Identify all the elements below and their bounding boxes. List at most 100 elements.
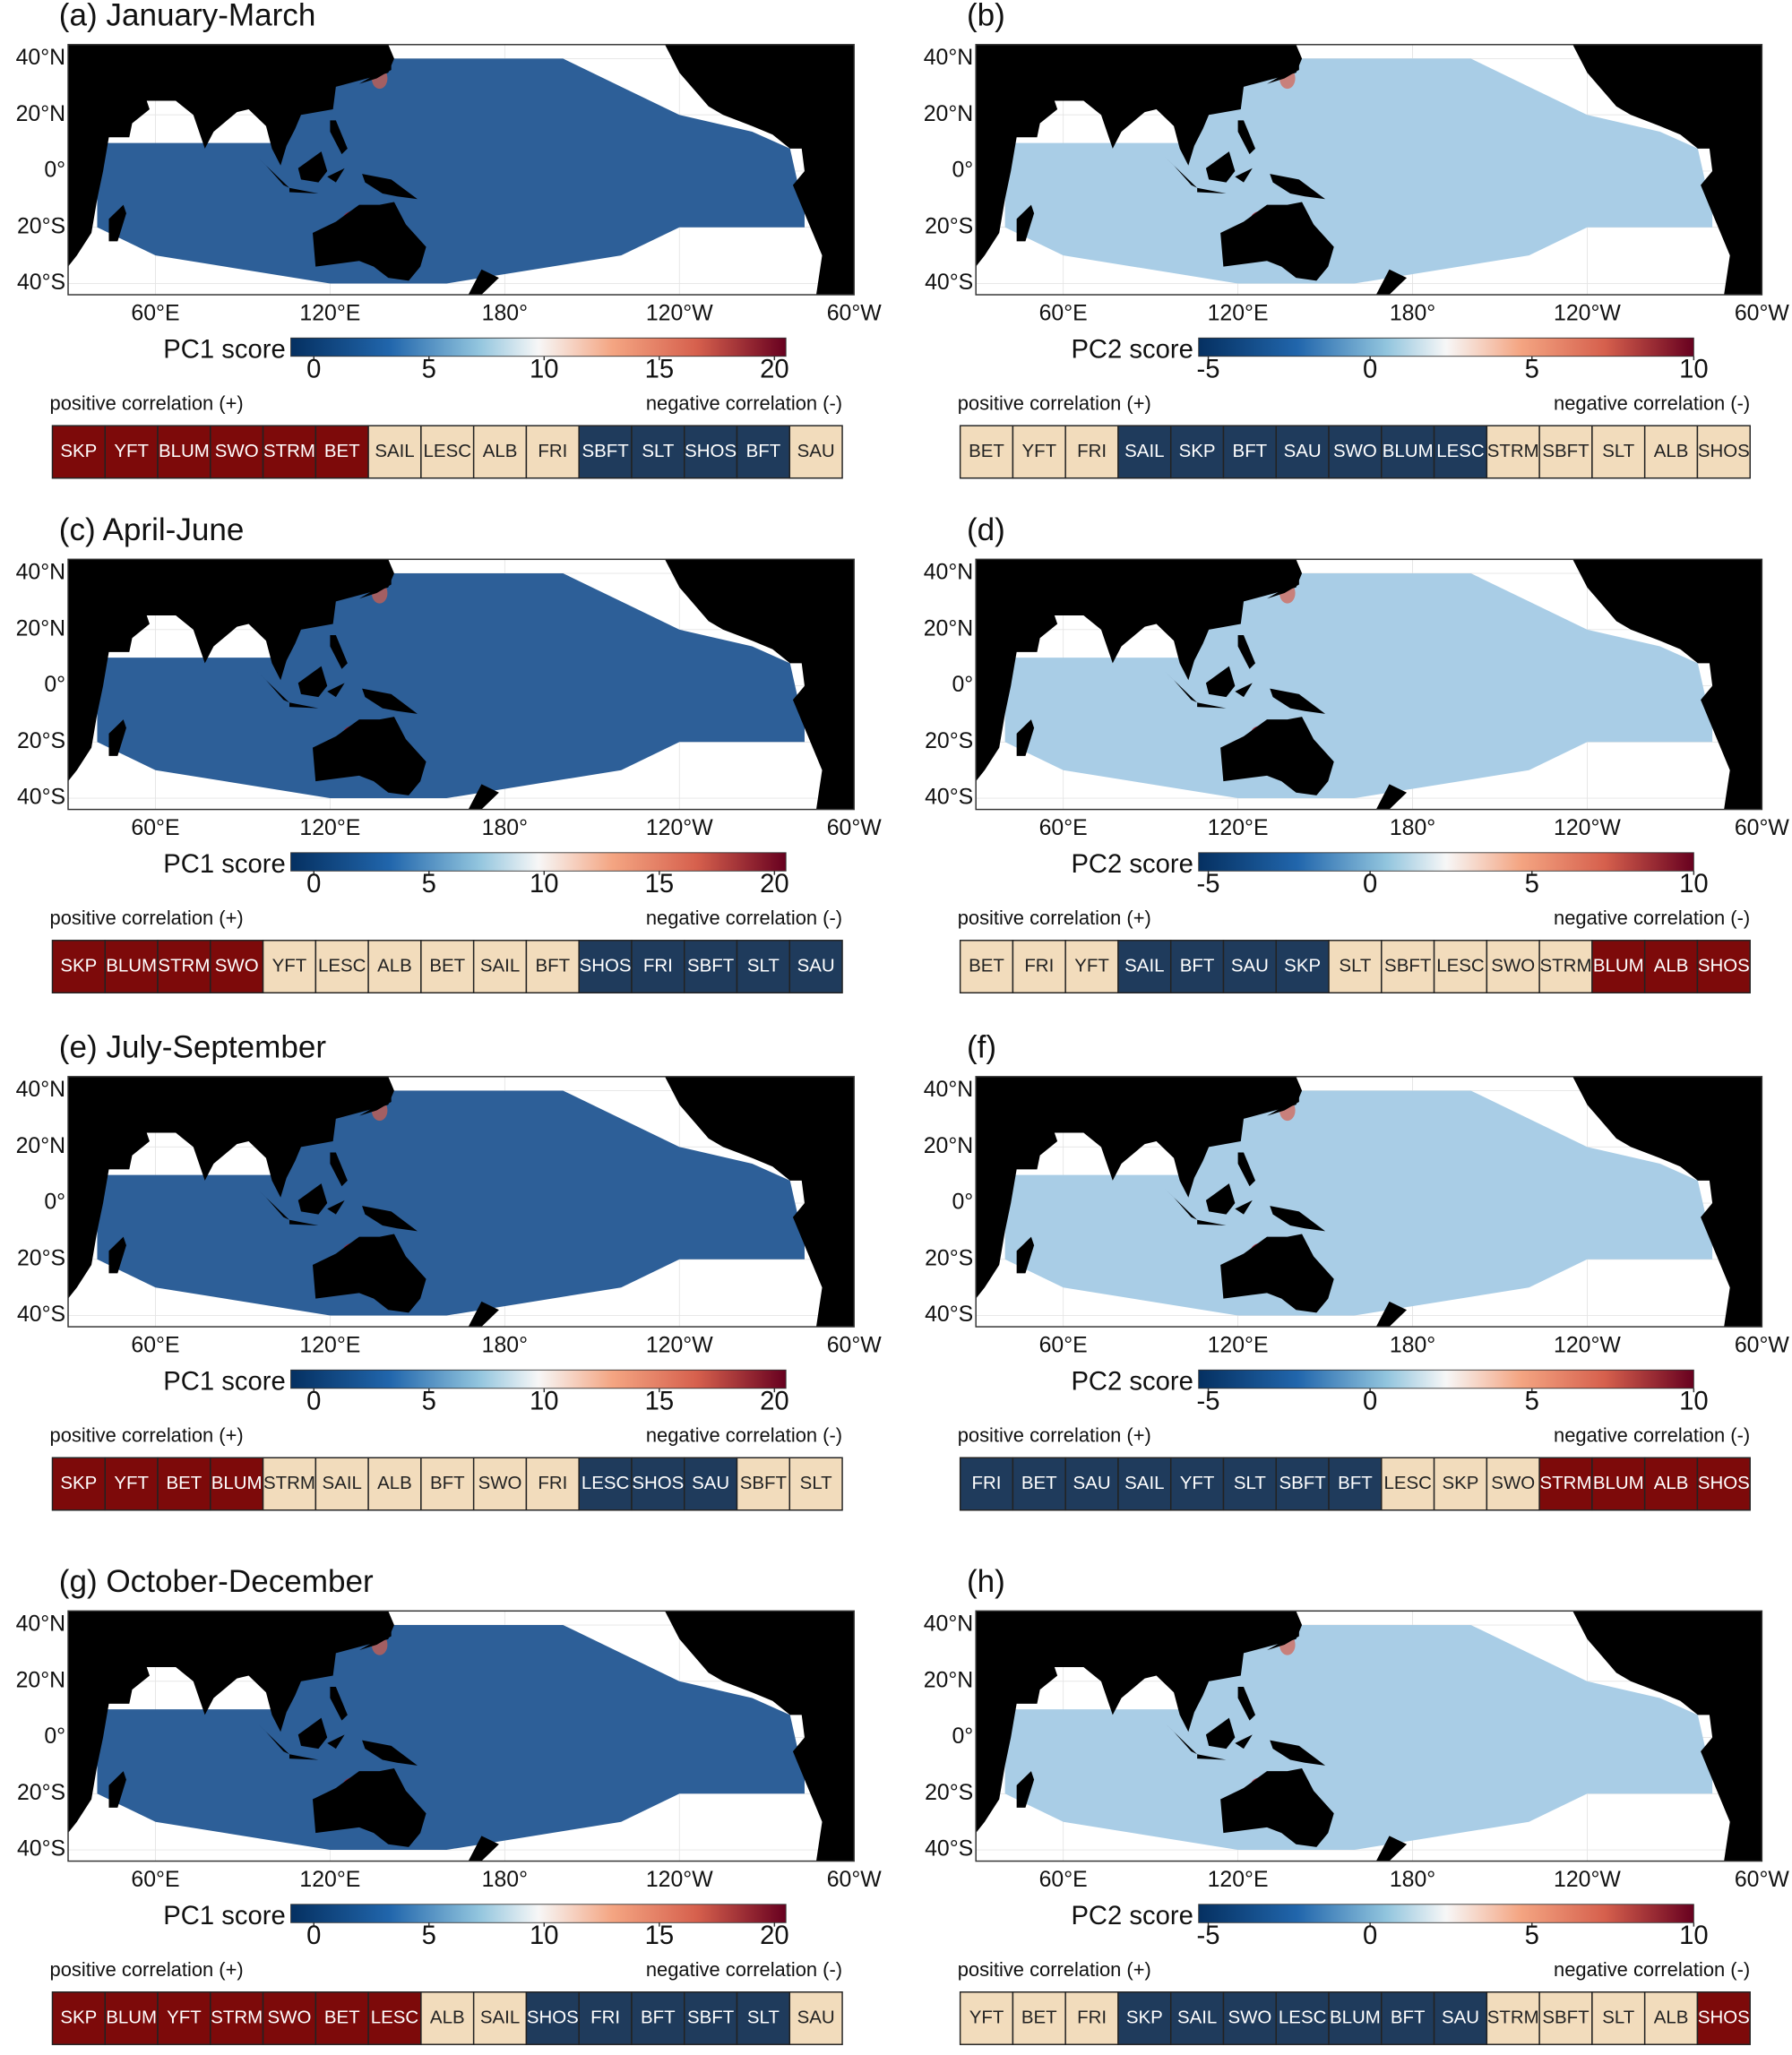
panel: (c) April-June 40°N 20°N 0° 20°S 40°S 60°E 120°… xyxy=(16,512,882,993)
species-label: SLT xyxy=(1602,441,1634,461)
species-label: BLUM xyxy=(1330,2007,1381,2027)
colorbar-tick-label: 0 xyxy=(1363,1388,1377,1416)
species-label: YFT xyxy=(1021,441,1056,461)
species-box xyxy=(736,940,791,993)
colorbar-tick-label: 10 xyxy=(530,1922,559,1950)
land xyxy=(289,1219,319,1226)
map-frame xyxy=(67,1610,855,1862)
lat-tick-label: 20°N xyxy=(16,1134,66,1158)
land xyxy=(1205,151,1236,183)
land xyxy=(330,120,348,155)
species-label: SAU xyxy=(797,441,835,461)
land xyxy=(976,1076,1303,1299)
species-label: STRM xyxy=(1487,441,1539,461)
lon-tick-label: 60°E xyxy=(1039,816,1088,840)
score-field xyxy=(1004,1090,1713,1316)
map-frame xyxy=(975,1076,1763,1328)
species-box xyxy=(1117,1457,1172,1511)
land xyxy=(1016,1771,1035,1808)
species-box xyxy=(262,425,317,479)
species-label: FRI xyxy=(1077,441,1107,461)
species-label: BFT xyxy=(1391,2007,1426,2027)
panel-title: (b) xyxy=(967,0,1005,32)
species-label: SKP xyxy=(60,441,97,461)
negative-correlation-label: negative correlation (-) xyxy=(1554,392,1750,415)
species-label: BFT xyxy=(1233,441,1268,461)
species-label: LESC xyxy=(1383,1473,1431,1493)
species-box xyxy=(472,425,528,479)
species-label: YFT xyxy=(114,1473,149,1493)
species-label: SAU xyxy=(797,2007,835,2027)
lat-tick-label: 20°N xyxy=(16,616,66,641)
map-frame xyxy=(975,44,1763,296)
species-box xyxy=(314,425,369,479)
species-box xyxy=(51,1457,106,1511)
colorbar-tick-label: 0 xyxy=(306,870,321,899)
species-label: SKP xyxy=(60,2007,97,2027)
species-label: LESC xyxy=(318,955,366,976)
land xyxy=(312,202,426,281)
negative-correlation-label: negative correlation (-) xyxy=(646,1958,842,1981)
species-box xyxy=(525,1457,580,1511)
species-box xyxy=(1538,940,1593,993)
land xyxy=(1235,1199,1253,1215)
colorbar-tick-label: 0 xyxy=(306,1922,321,1950)
lat-tick-label: 0° xyxy=(952,1724,973,1749)
species-box xyxy=(367,1457,422,1511)
species-box xyxy=(1169,1991,1225,2045)
map xyxy=(976,1076,1762,1328)
species-box xyxy=(1591,1457,1646,1511)
species-label: ALB xyxy=(1654,955,1689,976)
land xyxy=(108,1771,126,1808)
colorbar-label: PC2 score xyxy=(1071,1368,1193,1397)
colorbar-tick-label: 10 xyxy=(530,356,559,384)
land xyxy=(358,1621,392,1651)
species-label: BLUM xyxy=(159,441,210,461)
panel-title: (a) January-March xyxy=(59,0,316,32)
colorbar-label: PC1 score xyxy=(163,1902,285,1930)
species-box xyxy=(157,1457,211,1511)
species-label: SKP xyxy=(60,1473,97,1493)
species-label: BET xyxy=(167,1473,202,1493)
land xyxy=(358,56,392,84)
species-box xyxy=(959,1991,1014,2045)
land xyxy=(665,1076,855,1328)
species-box xyxy=(1696,1991,1751,2045)
land xyxy=(976,44,1303,267)
species-box xyxy=(51,1991,106,2045)
species-box xyxy=(1012,1991,1066,2045)
species-label: SBFT xyxy=(687,955,735,976)
species-box xyxy=(788,1457,843,1511)
colorbar-tick-label: 5 xyxy=(1525,356,1539,384)
lon-tick-label: 60°W xyxy=(827,1334,883,1358)
lon-tick-label: 60°E xyxy=(131,1334,179,1358)
map xyxy=(68,559,855,810)
map xyxy=(976,1611,1762,1862)
species-box xyxy=(631,425,685,479)
land xyxy=(976,1611,1303,1834)
species-box xyxy=(104,940,159,993)
colorbar xyxy=(290,852,787,872)
species-label: SWO xyxy=(215,441,259,461)
land xyxy=(1235,683,1253,698)
colorbar-tick-label: 0 xyxy=(306,356,321,384)
colorbar-tick-label: 15 xyxy=(645,356,675,384)
colorbar-tick-label: 10 xyxy=(1679,870,1709,899)
land xyxy=(108,719,126,756)
species-label: FRI xyxy=(590,2007,620,2027)
lat-tick-label: 20°S xyxy=(925,1246,973,1270)
species-box xyxy=(736,1457,791,1511)
negative-correlation-label: negative correlation (-) xyxy=(1554,1424,1750,1447)
species-box xyxy=(314,1457,369,1511)
species-box xyxy=(788,940,843,993)
colorbar xyxy=(290,1369,787,1389)
species-label: SLT xyxy=(1339,955,1371,976)
species-box xyxy=(420,425,475,479)
species-box xyxy=(472,940,528,993)
species-box xyxy=(1538,425,1593,479)
species-label: SBFT xyxy=(740,1473,788,1493)
species-box xyxy=(1538,1991,1593,2045)
species-box xyxy=(210,1991,264,2045)
map-frame xyxy=(975,1610,1763,1862)
